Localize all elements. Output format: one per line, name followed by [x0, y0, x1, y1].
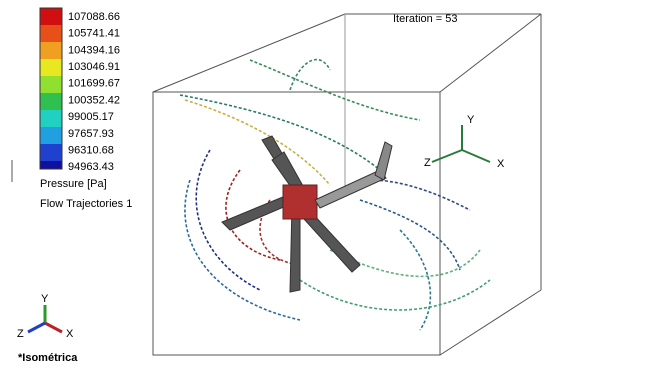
iteration-label: Iteration = 53 — [393, 13, 458, 25]
model-axis-y: Y — [467, 114, 475, 126]
legend-value: 96310.68 — [68, 145, 114, 157]
legend-bar — [40, 8, 62, 169]
legend-value: 101699.67 — [68, 78, 120, 90]
view-axis-x: X — [66, 328, 74, 340]
domain-box — [153, 14, 541, 355]
view-name: *Isométrica — [18, 352, 78, 364]
view-axis-z: Z — [17, 328, 24, 340]
legend-plot-name: Flow Trajectories 1 — [40, 198, 132, 210]
view-triad: Y X Z — [17, 293, 74, 340]
legend-value: 105741.41 — [68, 28, 120, 40]
legend-quantity: Pressure [Pa] — [40, 178, 107, 190]
legend-value: 99005.17 — [68, 111, 114, 123]
model-axis-x: X — [497, 158, 505, 170]
legend-value: 103046.91 — [68, 61, 120, 73]
fan-model — [222, 136, 392, 292]
legend-value: 100352.42 — [68, 94, 120, 106]
legend-value: 107088.66 — [68, 11, 120, 23]
graphics-area: 107088.66 105741.41 104394.16 103046.91 1016… — [0, 0, 663, 367]
legend-value: 94963.43 — [68, 161, 114, 173]
model-triad: Y X Z — [424, 114, 505, 170]
view-axis-y: Y — [41, 293, 49, 305]
legend-value: 97657.93 — [68, 128, 114, 140]
model-axis-z: Z — [424, 157, 431, 169]
viewport: 107088.66 105741.41 104394.16 103046.91 1016… — [0, 0, 663, 367]
legend-value: 104394.16 — [68, 44, 120, 56]
